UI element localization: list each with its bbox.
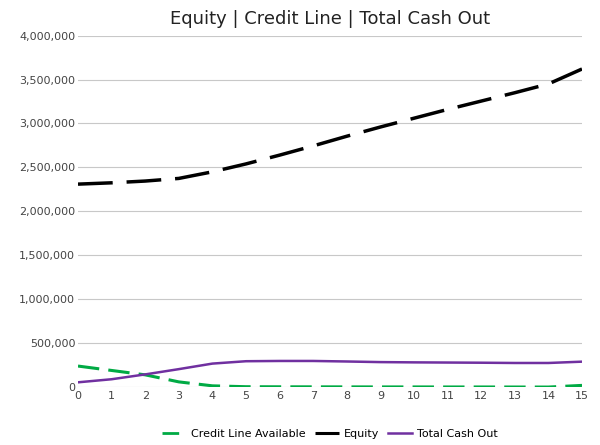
Credit Line Available [545,384,552,390]
Credit Line Available [142,372,149,377]
Equity [74,182,82,187]
Credit Line Available [410,384,418,390]
Line: Equity: Equity [78,69,582,184]
Line: Credit Line Available: Credit Line Available [78,366,582,387]
Credit Line Available [377,384,384,390]
Credit Line Available [175,379,182,384]
Equity [142,178,149,184]
Total Cash Out [175,367,182,372]
Equity [175,176,182,181]
Equity [209,169,216,174]
Equity [578,66,586,72]
Total Cash Out [444,360,451,365]
Title: Equity | Credit Line | Total Cash Out: Equity | Credit Line | Total Cash Out [170,11,490,28]
Legend: Credit Line Available, Equity, Total Cash Out: Credit Line Available, Equity, Total Cas… [158,425,502,443]
Equity [242,161,250,166]
Equity [310,143,317,149]
Credit Line Available [310,384,317,389]
Credit Line Available [478,384,485,390]
Total Cash Out [276,358,283,364]
Total Cash Out [511,360,518,366]
Equity [410,116,418,121]
Equity [444,107,451,112]
Total Cash Out [242,359,250,364]
Credit Line Available [444,384,451,390]
Total Cash Out [142,372,149,377]
Equity [511,90,518,95]
Total Cash Out [545,360,552,366]
Total Cash Out [410,360,418,365]
Equity [108,180,115,186]
Equity [343,134,350,139]
Credit Line Available [276,384,283,389]
Credit Line Available [511,384,518,390]
Credit Line Available [242,384,250,389]
Total Cash Out [478,360,485,365]
Total Cash Out [108,376,115,382]
Line: Total Cash Out: Total Cash Out [78,361,582,382]
Credit Line Available [343,384,350,389]
Credit Line Available [578,383,586,388]
Equity [478,98,485,104]
Credit Line Available [209,383,216,388]
Total Cash Out [209,361,216,366]
Credit Line Available [74,364,82,369]
Equity [545,81,552,87]
Total Cash Out [377,360,384,365]
Total Cash Out [310,358,317,364]
Equity [276,153,283,158]
Credit Line Available [108,368,115,373]
Equity [377,124,384,129]
Total Cash Out [578,359,586,364]
Total Cash Out [343,359,350,364]
Total Cash Out [74,380,82,385]
